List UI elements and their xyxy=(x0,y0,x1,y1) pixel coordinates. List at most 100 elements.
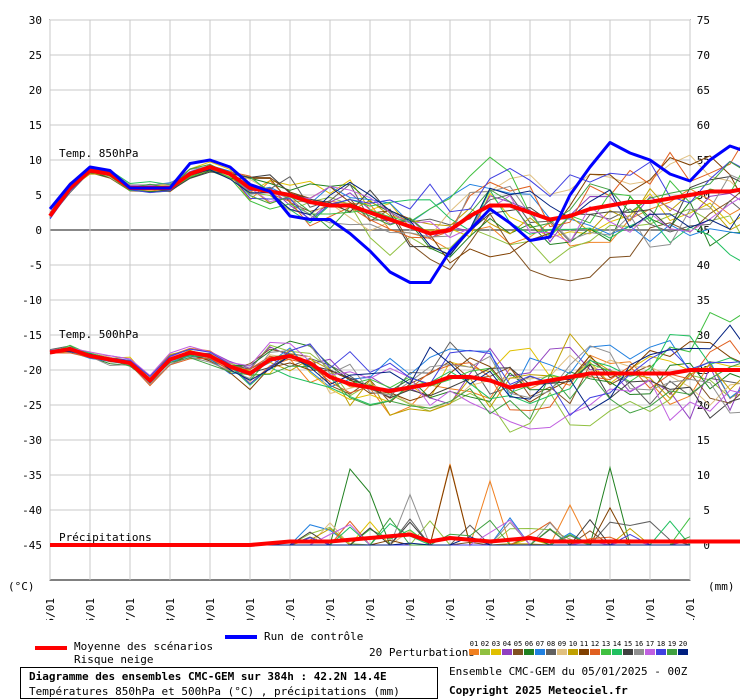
right-tick-label: 0 xyxy=(703,539,710,552)
left-tick-label: -35 xyxy=(22,469,42,482)
perturbation-number: 07 xyxy=(535,640,545,648)
snow-legend-label: Risque neige xyxy=(74,653,154,666)
chart-footer: Moyenne des scénarios Risque neige Run d… xyxy=(0,620,740,700)
x-tick-label: 16/01 xyxy=(484,598,497,620)
perturbation-line xyxy=(49,343,740,417)
perturbation-line xyxy=(49,341,740,430)
perturbation-swatch xyxy=(590,649,600,655)
perturbation-number: 01 xyxy=(469,640,479,648)
right-tick-label: 15 xyxy=(697,434,710,447)
mean-series-line xyxy=(48,165,740,236)
control-series-line xyxy=(48,141,740,284)
left-tick-label: -25 xyxy=(22,399,42,412)
perturbation-number: 19 xyxy=(667,640,677,648)
left-tick-label: 30 xyxy=(29,14,42,27)
perturbation-swatch xyxy=(513,649,523,655)
x-tick-label: 06/01 xyxy=(84,598,97,620)
perturbation-number: 09 xyxy=(557,640,567,648)
perturbation-number: 05 xyxy=(513,640,523,648)
x-tick-label: 08/01 xyxy=(164,598,177,620)
perturbation-number: 17 xyxy=(645,640,655,648)
x-tick-label: 18/01 xyxy=(564,598,577,620)
left-tick-label: 15 xyxy=(29,119,42,132)
perturbation-line xyxy=(49,334,740,405)
perturbation-number: 12 xyxy=(590,640,600,648)
perturbation-number: 20 xyxy=(678,640,688,648)
perturbation-swatch xyxy=(546,649,556,655)
perturbation-swatch xyxy=(469,649,479,655)
x-tick-label: 14/01 xyxy=(404,598,417,620)
right-tick-label: 60 xyxy=(697,119,710,132)
mean-series-line xyxy=(49,347,740,393)
left-tick-label: 0 xyxy=(35,224,42,237)
chart-subtitle: Températures 850hPa et 500hPa (°C) , pré… xyxy=(29,685,400,698)
left-tick-label: -5 xyxy=(29,259,42,272)
perturbation-number: 10 xyxy=(568,640,578,648)
x-tick-label: 11/01 xyxy=(284,598,297,620)
group-label: Précipitations xyxy=(59,531,152,544)
right-tick-label: 75 xyxy=(697,14,710,27)
x-tick-label: 12/01 xyxy=(324,598,337,620)
perturbation-number: 03 xyxy=(491,640,501,648)
perturbation-swatch xyxy=(524,649,534,655)
perturbation-number: 13 xyxy=(601,640,611,648)
perturbation-number: 14 xyxy=(612,640,622,648)
perturbation-swatch xyxy=(623,649,633,655)
left-tick-label: -40 xyxy=(22,504,42,517)
x-tick-label: 15/01 xyxy=(444,598,457,620)
right-tick-label: 70 xyxy=(697,49,710,62)
perturbation-swatch xyxy=(612,649,622,655)
perturbation-swatch xyxy=(535,649,545,655)
perturbations-legend-label: 20 Perturbations xyxy=(369,646,475,659)
mean-legend-label: Moyenne des scénarios xyxy=(74,640,214,653)
left-tick-label: 10 xyxy=(29,154,42,167)
ensemble-info: Ensemble CMC-GEM du 05/01/2025 - 00Z xyxy=(449,665,688,678)
x-tick-label: 19/01 xyxy=(604,598,617,620)
left-tick-label: -20 xyxy=(22,364,42,377)
perturbation-number: 16 xyxy=(634,640,644,648)
x-tick-label: 21/01 xyxy=(684,598,697,620)
left-tick-label: -45 xyxy=(22,539,42,552)
left-tick-label: 5 xyxy=(35,189,42,202)
group-label: Temp. 850hPa xyxy=(59,147,138,160)
left-tick-label: -15 xyxy=(22,329,42,342)
perturbation-swatch xyxy=(557,649,567,655)
control-legend-swatch xyxy=(225,635,257,639)
perturbation-line xyxy=(49,156,740,238)
copyright: Copyright 2025 Meteociel.fr xyxy=(449,684,628,697)
x-tick-label: 17/01 xyxy=(524,598,537,620)
left-tick-label: -10 xyxy=(22,294,42,307)
perturbation-swatch xyxy=(656,649,666,655)
perturbation-line xyxy=(49,350,740,421)
x-tick-label: 10/01 xyxy=(244,598,257,620)
right-tick-label: 65 xyxy=(697,84,710,97)
perturbation-number: 15 xyxy=(623,640,633,648)
right-unit-label: (mm) xyxy=(708,580,735,593)
perturbation-line xyxy=(49,341,740,403)
mean-legend-swatch xyxy=(35,646,67,650)
perturbation-swatch xyxy=(634,649,644,655)
x-tick-label: 09/01 xyxy=(204,598,217,620)
left-unit-label: (°C) xyxy=(8,580,35,593)
mean-series-line xyxy=(50,532,740,547)
perturbation-number: 18 xyxy=(656,640,666,648)
perturbation-line xyxy=(49,344,740,414)
perturbation-number: 04 xyxy=(502,640,512,648)
perturbation-swatch xyxy=(491,649,501,655)
x-tick-label: 13/01 xyxy=(364,598,377,620)
perturbation-swatch xyxy=(601,649,611,655)
x-tick-label: 07/01 xyxy=(124,598,137,620)
perturbation-swatch xyxy=(480,649,490,655)
left-tick-label: -30 xyxy=(22,434,42,447)
perturbation-swatch xyxy=(568,649,578,655)
perturbation-number: 06 xyxy=(524,640,534,648)
control-legend-label: Run de contrôle xyxy=(264,630,364,643)
perturbation-swatch xyxy=(645,649,655,655)
left-tick-label: 25 xyxy=(29,49,42,62)
right-tick-label: 40 xyxy=(697,259,710,272)
perturbation-number: 02 xyxy=(480,640,490,648)
x-tick-label: 20/01 xyxy=(644,598,657,620)
title-box: Diagramme des ensembles CMC-GEM sur 384h… xyxy=(20,667,438,699)
perturbation-swatch xyxy=(678,649,688,655)
